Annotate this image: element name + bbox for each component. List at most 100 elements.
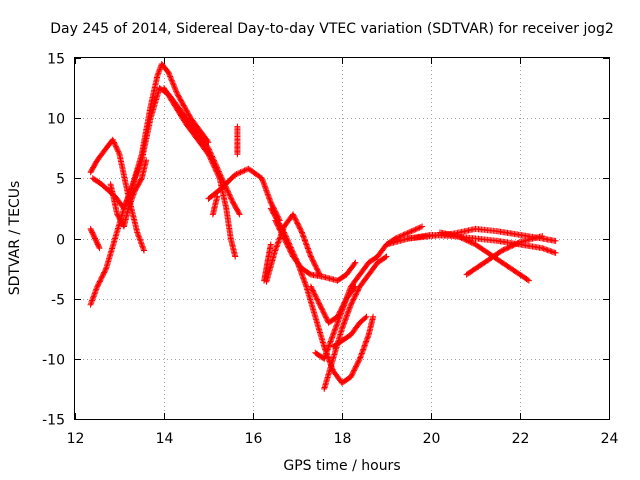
data-point [467,239,474,246]
data-point [321,310,328,317]
data-point [354,359,361,366]
data-point [96,279,103,286]
data-point [212,167,219,174]
series-track-15 [321,253,390,392]
data-point [462,236,469,243]
data-point [111,140,118,147]
data-point [269,209,276,216]
tick-labels: 12 14 16 18 20 22 24 15 10 5 0 -5 -10 -15 [42,52,618,448]
plot-frame [74,57,610,420]
data-point [171,83,177,89]
data-point [269,202,276,208]
data-point [552,237,559,244]
data-point [511,241,518,248]
data-point [292,254,299,261]
data-point [283,233,289,240]
data-point [506,243,513,250]
series-track-9 [234,123,241,158]
data-point [236,210,242,217]
data-point [95,281,102,288]
data-point [285,239,292,246]
data-point [510,242,517,249]
data-point [293,256,300,263]
data-point [113,144,120,151]
series-track-7 [161,85,239,260]
data-point [232,253,239,260]
data-point [293,217,300,224]
data-point [354,361,361,367]
data-point [138,176,145,183]
data-point [416,224,423,231]
data-point [296,224,303,231]
data-point [273,215,280,222]
x-axis-label: GPS time / hours [283,458,400,474]
data-point [184,108,191,115]
data-point [466,238,473,245]
data-point [126,201,133,208]
data-point [339,303,346,310]
data-point [415,225,422,232]
data-point [228,195,235,202]
data-point [370,313,377,320]
data-point [349,371,356,378]
data-point [419,223,426,230]
data-point [98,275,105,282]
data-point [227,194,234,201]
data-point [240,168,247,175]
data-point [350,296,357,303]
data-point [290,250,297,256]
series-track-16 [307,283,359,326]
data-point [309,287,316,294]
data-point [211,164,218,171]
data-point [167,73,174,80]
data-point [408,228,415,235]
data-point [552,249,559,256]
data-point [317,303,324,309]
data-point [363,313,370,320]
data-point [141,247,147,254]
data-point [316,300,323,307]
data-point [234,151,241,158]
data-point [411,227,418,234]
data-point [319,306,326,313]
data-point [312,293,319,300]
data-point [400,231,407,238]
data-point [311,290,317,297]
data-point [109,136,116,143]
data-point [284,236,291,243]
series-track-21 [463,233,546,278]
data-point [226,192,233,199]
data-point [233,171,240,178]
data-point [288,245,295,252]
data-point [354,288,361,295]
data-point [539,233,546,240]
data-point [214,193,221,200]
data-point [236,169,243,176]
data-point [340,302,347,309]
data-point [322,313,329,320]
data-point [316,301,323,308]
data-point [206,152,213,159]
data-point [279,226,286,233]
x-tick-label: 20 [423,431,441,447]
data-point [286,241,293,248]
data-point [412,226,419,233]
data-point [404,230,411,237]
data-point [280,228,287,235]
data-point [283,235,290,241]
data-point [210,162,217,168]
data-point [320,309,327,316]
data-point [353,290,360,297]
data-point [311,260,317,266]
data-point [207,155,214,162]
x-tick-label: 12 [67,431,85,447]
data-point [314,297,321,304]
data-point [334,313,341,320]
data-point [307,253,314,260]
data-point [135,233,142,240]
data-point [267,241,274,248]
y-tick-label: 5 [56,172,65,188]
data-point [308,284,315,291]
series-track-1 [87,61,212,308]
data-point [216,174,222,180]
